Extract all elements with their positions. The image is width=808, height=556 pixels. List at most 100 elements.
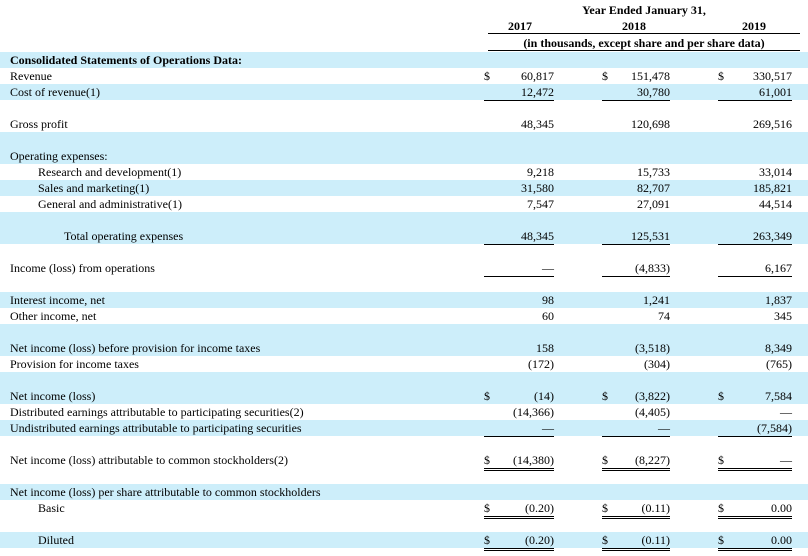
cell-value-2017: 48,345 (484, 116, 554, 133)
table-row: Net income (loss) attributable to common… (0, 452, 808, 471)
row-label: Consolidated Statements of Operations Da… (10, 53, 242, 67)
row-label: Total operating expenses (64, 229, 184, 243)
table-row: Net income (loss) per share attributable… (0, 484, 808, 500)
cell-value-2018: (0.11) (602, 532, 670, 551)
cell-value-2018: 82,707 (637, 181, 670, 195)
cell-value-2017: — (484, 260, 554, 277)
table-row: Diluted $ (0.20) $ (0.11) $0.00 (0, 532, 808, 551)
cell-value-2019: (7,584) (718, 420, 792, 437)
currency-symbol: $ (484, 501, 490, 515)
cell-value-2017: (14,380) (484, 452, 554, 471)
cell-value-2017: 9,218 (527, 165, 554, 179)
spacer-row (0, 372, 808, 388)
row-label: Income (loss) from operations (10, 261, 155, 275)
currency-symbol: $ (484, 453, 490, 467)
spacer-row (0, 436, 808, 452)
table-row: General and administrative(1) 7,547 27,091… (0, 196, 808, 213)
cell-value-2019: — (718, 452, 792, 471)
cell-value-2018: (0.11) (602, 500, 670, 519)
spacer-row (0, 100, 808, 116)
table-row: Operating expenses: (0, 148, 808, 164)
row-label: Other income, net (10, 309, 97, 323)
row-label: Gross profit (10, 117, 68, 131)
cell-value-2017: 158 (536, 341, 554, 355)
row-label: Net income (loss) per share attributable… (10, 485, 321, 499)
currency-symbol: $ (484, 69, 490, 83)
table-row: Revenue $60,817 $151,478 $330,517 (0, 68, 808, 84)
cell-value-2018: 27,091 (602, 196, 670, 213)
row-label: Undistributed earnings attributable to p… (10, 421, 302, 435)
row-label: Operating expenses: (10, 149, 108, 163)
cell-value-2018: (8,227) (602, 452, 670, 471)
currency-symbol: $ (718, 69, 724, 83)
cell-value-2019: 7,584 (765, 389, 792, 403)
cell-value-2019: 269,516 (718, 116, 792, 133)
cell-value-2018: 151,478 (631, 69, 670, 83)
units-note: (in thousands, except share and per shar… (523, 36, 765, 50)
row-label: Sales and marketing(1) (38, 181, 150, 195)
cell-value-2019: 185,821 (753, 181, 792, 195)
row-label: Interest income, net (10, 293, 105, 307)
cell-value-2018: 120,698 (602, 116, 670, 133)
currency-symbol: $ (718, 501, 724, 515)
row-label: Diluted (38, 533, 74, 547)
cell-value-2017: — (484, 420, 554, 437)
cell-value-2019: 8,349 (765, 341, 792, 355)
cell-value-2017: (14,366) (513, 405, 554, 419)
table-row: Net income (loss) $ (14) $ (3,822) $7,584 (0, 388, 808, 404)
cell-value-2019: 33,014 (759, 165, 792, 179)
cell-value-2017: 7,547 (484, 196, 554, 213)
year-2017-heading: 2017 (508, 19, 532, 33)
cell-value-2017: 12,472 (484, 84, 554, 101)
currency-symbol: $ (718, 453, 724, 467)
cell-value-2018: (3,518) (635, 341, 670, 355)
row-label: Provision for income taxes (10, 357, 139, 371)
currency-symbol: $ (602, 501, 608, 515)
table-body: Consolidated Statements of Operations Da… (0, 52, 808, 551)
currency-symbol: $ (602, 69, 608, 83)
cell-value-2019: 0.00 (718, 532, 792, 551)
table-row: Distributed earnings attributable to par… (0, 404, 808, 420)
cell-value-2019: 263,349 (718, 228, 792, 245)
table-row: Total operating expenses 48,345 125,531 263… (0, 228, 808, 245)
spacer-row (0, 516, 808, 532)
header-rule (488, 33, 800, 34)
spacer-row (0, 324, 808, 340)
cell-value-2018: 30,780 (602, 84, 670, 101)
cell-value-2018: 125,531 (602, 228, 670, 245)
cell-value-2018: 74 (602, 308, 670, 325)
cell-value-2017: (0.20) (484, 532, 554, 551)
cell-value-2018: (3,822) (635, 389, 670, 403)
row-label: Net income (loss) before provision for i… (10, 341, 261, 355)
cell-value-2019: 1,837 (765, 293, 792, 307)
cell-value-2018: (4,833) (602, 260, 670, 277)
currency-symbol: $ (718, 389, 724, 403)
currency-symbol: $ (602, 533, 608, 547)
spacer-row (0, 468, 808, 484)
currency-symbol: $ (484, 533, 490, 547)
spacer-row (0, 212, 808, 228)
currency-symbol: $ (602, 453, 608, 467)
table-row: Interest income, net 98 1,241 1,837 (0, 292, 808, 308)
row-label: Cost of revenue(1) (10, 85, 100, 99)
table-row: Income (loss) from operations — (4,833) 6,1… (0, 260, 808, 277)
cell-value-2018: — (602, 420, 670, 437)
cell-value-2017: (0.20) (484, 500, 554, 519)
table-header: Year Ended January 31, 2017 2018 2019 (i… (0, 0, 808, 52)
table-row: Consolidated Statements of Operations Da… (0, 52, 808, 68)
spacer-row (0, 132, 808, 148)
cell-value-2017: 31,580 (521, 181, 554, 195)
cell-value-2017: (14) (534, 389, 554, 403)
row-label: Revenue (10, 69, 52, 83)
table-row: Other income, net 60 74 345 (0, 308, 808, 325)
cell-value-2017: 98 (542, 293, 554, 307)
spacer-row (0, 276, 808, 292)
cell-value-2019: 6,167 (718, 260, 792, 277)
year-2019-heading: 2019 (742, 19, 766, 33)
cell-value-2018: (4,405) (635, 405, 670, 419)
table-row: Sales and marketing(1) 31,580 82,707 185,82… (0, 180, 808, 196)
cell-value-2019: (765) (718, 356, 792, 373)
cell-value-2018: (304) (602, 356, 670, 373)
row-label: Distributed earnings attributable to par… (10, 405, 304, 419)
